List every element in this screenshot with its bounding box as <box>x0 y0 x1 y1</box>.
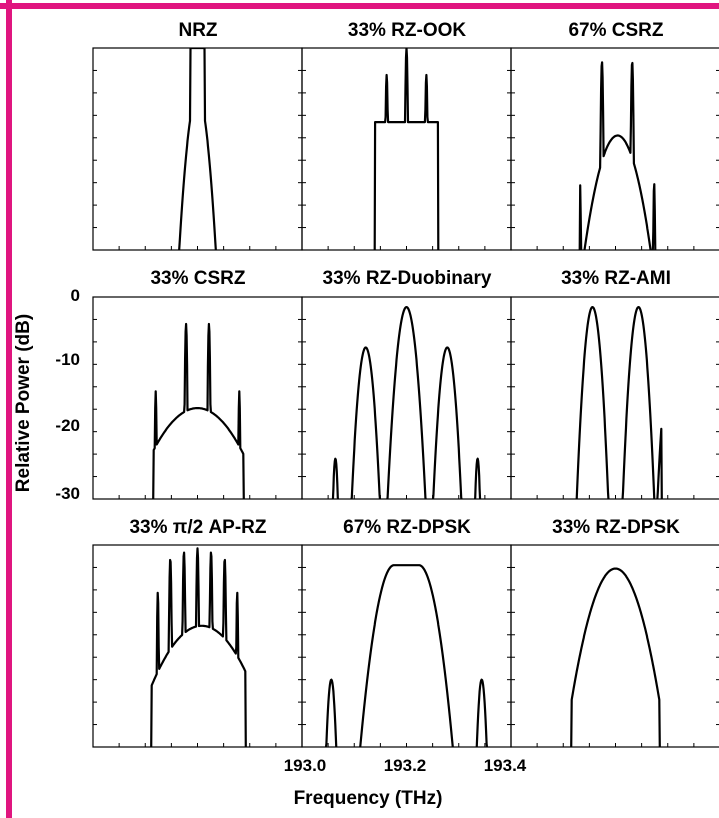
y-tick-label: -10 <box>55 350 80 369</box>
panel-title-rz-ook: 33% RZ-OOK <box>347 20 467 41</box>
panel-7 <box>92 544 303 748</box>
panel-title-rz-duobinary: 33% RZ-Duobinary <box>322 268 492 289</box>
panel-title-dpsk33: 33% RZ-DPSK <box>552 517 680 538</box>
spectrum-line-csrz67 <box>511 61 719 250</box>
panel-5 <box>301 296 512 500</box>
panel-title-rz-ami: 33% RZ-AMI <box>561 268 671 289</box>
y-axis-label: Relative Power (dB) <box>13 313 34 493</box>
x-tick-label: 193.4 <box>483 756 527 775</box>
panel-3 <box>510 47 719 251</box>
spectrum-line-ami <box>511 306 719 499</box>
panel-frame <box>510 47 719 251</box>
panel-4 <box>92 296 303 500</box>
spectrum-line-dpsk33 <box>511 567 719 747</box>
panel-frame <box>92 296 303 500</box>
y-tick-label: 0 <box>70 286 80 305</box>
spectrum-line-aprz <box>93 547 302 747</box>
panel-frame <box>92 47 303 251</box>
panel-8 <box>301 544 512 748</box>
spectrum-line-duob <box>302 306 511 499</box>
y-tick-label: -20 <box>55 416 80 435</box>
panel-title-dpsk67: 67% RZ-DPSK <box>343 517 471 538</box>
panel-frame <box>301 544 512 748</box>
spectrum-line-csrz33 <box>93 322 302 499</box>
panel-frame <box>510 296 719 500</box>
x-tick-label: 193.0 <box>283 756 327 775</box>
panel-title-csrz33: 33% CSRZ <box>150 268 246 289</box>
x-tick-label: 193.2 <box>383 756 427 775</box>
spectrum-line-dpsk67 <box>302 564 511 747</box>
panel-frame <box>510 544 719 748</box>
panel-1 <box>92 47 303 251</box>
x-axis-label: Frequency (THz) <box>293 788 443 809</box>
panel-title-nrz: NRZ <box>178 20 218 41</box>
y-tick-label: -30 <box>55 484 80 503</box>
panel-6 <box>510 296 719 500</box>
panel-title-ap-rz: 33% π/2 AP-RZ <box>129 517 267 538</box>
panel-title-csrz67: 67% CSRZ <box>568 20 664 41</box>
panel-9 <box>510 544 719 748</box>
spectrum-line-nrz <box>93 48 302 250</box>
spectrum-line-rzook <box>302 48 511 250</box>
panel-2 <box>301 47 512 251</box>
